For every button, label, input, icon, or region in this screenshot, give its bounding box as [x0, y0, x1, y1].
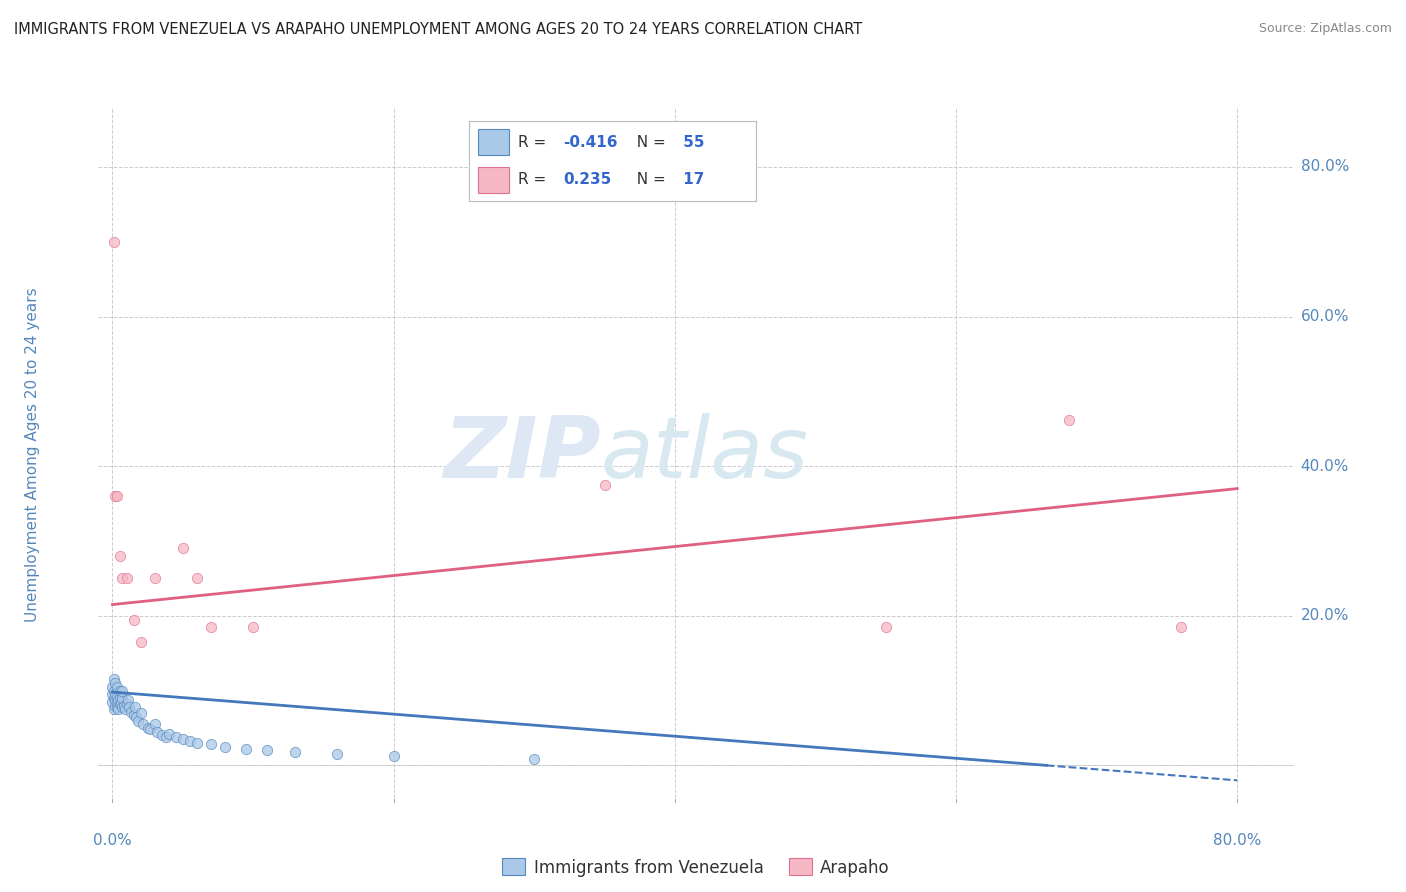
Point — [108, 697, 131, 711]
Point — [179, 734, 201, 748]
Point — [129, 706, 152, 720]
Point — [104, 698, 127, 713]
Point — [103, 691, 125, 706]
Point — [105, 680, 128, 694]
Point — [139, 723, 162, 737]
Point — [101, 687, 124, 701]
Point — [200, 738, 222, 752]
Point — [101, 695, 124, 709]
Point — [214, 739, 236, 754]
Text: 0.0%: 0.0% — [93, 833, 132, 847]
Point — [115, 571, 138, 585]
Point — [115, 697, 138, 711]
Point — [104, 687, 127, 701]
Point — [104, 676, 127, 690]
Point — [107, 692, 129, 706]
Point — [111, 700, 134, 714]
Point — [110, 695, 132, 709]
Bar — [478, 129, 509, 155]
Point — [875, 620, 897, 634]
Point — [105, 695, 128, 709]
Point — [172, 541, 194, 556]
Legend: Immigrants from Venezuela, Arapaho: Immigrants from Venezuela, Arapaho — [494, 850, 898, 885]
Point — [111, 691, 134, 706]
Point — [200, 620, 222, 634]
Text: IMMIGRANTS FROM VENEZUELA VS ARAPAHO UNEMPLOYMENT AMONG AGES 20 TO 24 YEARS CORR: IMMIGRANTS FROM VENEZUELA VS ARAPAHO UNE… — [14, 22, 862, 37]
Text: N =: N = — [627, 135, 665, 150]
Point — [103, 702, 125, 716]
Point — [235, 742, 257, 756]
Point — [256, 743, 278, 757]
Point — [122, 613, 145, 627]
Point — [120, 705, 142, 719]
Point — [105, 690, 128, 704]
Point — [155, 730, 177, 744]
Point — [103, 683, 125, 698]
Point — [117, 692, 139, 706]
Text: 20.0%: 20.0% — [1301, 608, 1348, 624]
Point — [118, 700, 141, 714]
Point — [523, 752, 546, 766]
Point — [1057, 413, 1080, 427]
Point — [172, 732, 194, 747]
Text: 60.0%: 60.0% — [1301, 309, 1348, 324]
Point — [593, 478, 616, 492]
Point — [105, 700, 128, 714]
Point — [103, 235, 125, 249]
Text: Unemployment Among Ages 20 to 24 years: Unemployment Among Ages 20 to 24 years — [25, 287, 41, 623]
Point — [108, 683, 131, 698]
Point — [326, 747, 349, 761]
Point — [132, 717, 155, 731]
Point — [125, 710, 148, 724]
Point — [103, 673, 125, 687]
Point — [111, 571, 134, 585]
Text: 17: 17 — [678, 172, 704, 187]
Text: Source: ZipAtlas.com: Source: ZipAtlas.com — [1258, 22, 1392, 36]
Text: 40.0%: 40.0% — [1301, 458, 1348, 474]
Point — [284, 745, 307, 759]
Point — [108, 691, 131, 706]
Point — [143, 717, 166, 731]
Text: 80.0%: 80.0% — [1301, 160, 1348, 175]
Point — [124, 700, 146, 714]
Bar — [478, 167, 509, 193]
Point — [136, 721, 159, 735]
Point — [1170, 620, 1192, 634]
Point — [112, 698, 135, 713]
Point — [122, 707, 145, 722]
Text: atlas: atlas — [600, 413, 808, 497]
Point — [105, 489, 128, 503]
Text: R =: R = — [517, 172, 555, 187]
Point — [186, 736, 208, 750]
Text: 80.0%: 80.0% — [1213, 833, 1261, 847]
Text: ZIP: ZIP — [443, 413, 600, 497]
Point — [382, 749, 405, 764]
Point — [146, 724, 169, 739]
Point — [157, 727, 180, 741]
Text: -0.416: -0.416 — [564, 135, 619, 150]
Text: N =: N = — [627, 172, 665, 187]
Point — [107, 702, 129, 716]
Point — [111, 683, 134, 698]
Point — [186, 571, 208, 585]
Text: 55: 55 — [678, 135, 704, 150]
Text: R =: R = — [517, 135, 551, 150]
Point — [101, 680, 124, 694]
Point — [108, 549, 131, 563]
Point — [104, 489, 127, 503]
Point — [242, 620, 264, 634]
Point — [129, 635, 152, 649]
Point — [114, 702, 136, 716]
Point — [150, 729, 173, 743]
Point — [127, 714, 149, 728]
Point — [104, 692, 127, 706]
Point — [165, 730, 187, 744]
Text: 0.235: 0.235 — [564, 172, 612, 187]
Point — [143, 571, 166, 585]
